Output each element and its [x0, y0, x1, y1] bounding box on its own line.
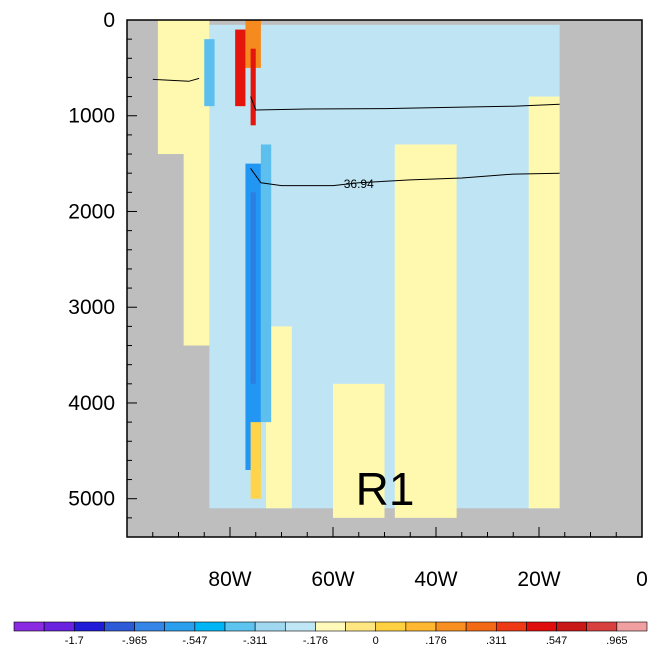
- y-tick-label: 4000: [68, 392, 115, 415]
- colorbar-swatch: [284, 621, 316, 632]
- colorbar-swatch: [254, 621, 286, 632]
- contour-line: [152, 77, 200, 82]
- colorbar-swatch: [13, 621, 45, 632]
- colorbar-swatch: [405, 621, 437, 632]
- colorbar-swatch: [556, 621, 588, 632]
- x-axis: 80W 60W 40W 20W 0: [126, 527, 648, 591]
- colorbar-swatch: [586, 621, 618, 632]
- colorbar-swatch: [375, 621, 407, 632]
- colorbar-swatch: [134, 621, 166, 632]
- heatmap-region-neg_mid: [260, 144, 272, 423]
- colorbar-label: -1.7: [65, 635, 84, 647]
- heatmap-region-pos_weak: [157, 20, 210, 155]
- x-tick-label: 0: [636, 568, 648, 591]
- colorbar-swatch: [495, 621, 527, 632]
- colorbar-swatch: [526, 621, 557, 632]
- colorbar-swatch: [43, 621, 75, 632]
- colorbar-label: -.547: [182, 635, 207, 647]
- y-tick-label: 3000: [68, 296, 115, 319]
- colorbar-swatch: [616, 621, 648, 632]
- heatmap-region-pos_weak: [183, 154, 210, 346]
- heatmap-region-pos_mid: [250, 422, 261, 499]
- plot-area: [127, 20, 642, 537]
- x-tick-label: 40W: [414, 568, 457, 591]
- heatmap-region-neg_core: [250, 192, 256, 384]
- colorbar-swatch: [104, 621, 135, 632]
- x-tick-label: 80W: [208, 568, 251, 591]
- colorbar-swatch: [465, 621, 497, 632]
- heatmap-region-pos_weak: [394, 144, 457, 518]
- y-axis: 0 1000 2000 3000 4000 5000: [68, 9, 137, 538]
- colorbar-label: .547: [546, 635, 567, 647]
- colorbar-label: -.965: [122, 635, 147, 647]
- y-tick-label: 5000: [68, 488, 115, 511]
- y-tick-label: 1000: [68, 105, 115, 128]
- contour-line: [250, 96, 560, 111]
- colorbar-swatch: [194, 621, 226, 632]
- colorbar-label: -.176: [303, 635, 328, 647]
- colorbar-label: -.311: [243, 635, 267, 647]
- contour-line: [250, 168, 560, 187]
- heatmap-region-pos_core: [235, 29, 246, 107]
- y-tick-label: 2000: [68, 200, 115, 223]
- colorbar-swatch: [224, 621, 256, 632]
- heatmap-region-pos_core: [250, 48, 256, 126]
- colorbar-swatch: [315, 621, 346, 632]
- colorbar-swatch: [345, 621, 377, 632]
- colorbar-label: .965: [606, 635, 627, 647]
- contour-layer: 36.94: [152, 77, 560, 191]
- contour-label: 36.94: [344, 177, 374, 191]
- heatmap-region-pos_weak: [333, 383, 385, 518]
- colorbar: -1.7 -.965 -.547 -.311 -.176 0 .176 .311 .547 .96…: [13, 621, 648, 647]
- x-tick-label: 20W: [517, 568, 560, 591]
- heatmap-region-pos_strong: [245, 20, 261, 68]
- heatmap-region-neg_mid: [204, 39, 215, 107]
- colorbar-label: .311: [486, 635, 507, 647]
- colorbar-swatch: [164, 621, 196, 632]
- colorbar-swatch: [435, 621, 467, 632]
- colorbar-label: .176: [425, 635, 446, 647]
- colorbar-label: 0: [373, 635, 379, 647]
- x-tick-label: 60W: [311, 568, 354, 591]
- colorbar-swatch: [73, 621, 105, 632]
- heatmap-region-pos_weak: [528, 96, 560, 509]
- y-tick-label: 0: [103, 9, 115, 32]
- panel-label: R1: [356, 463, 415, 515]
